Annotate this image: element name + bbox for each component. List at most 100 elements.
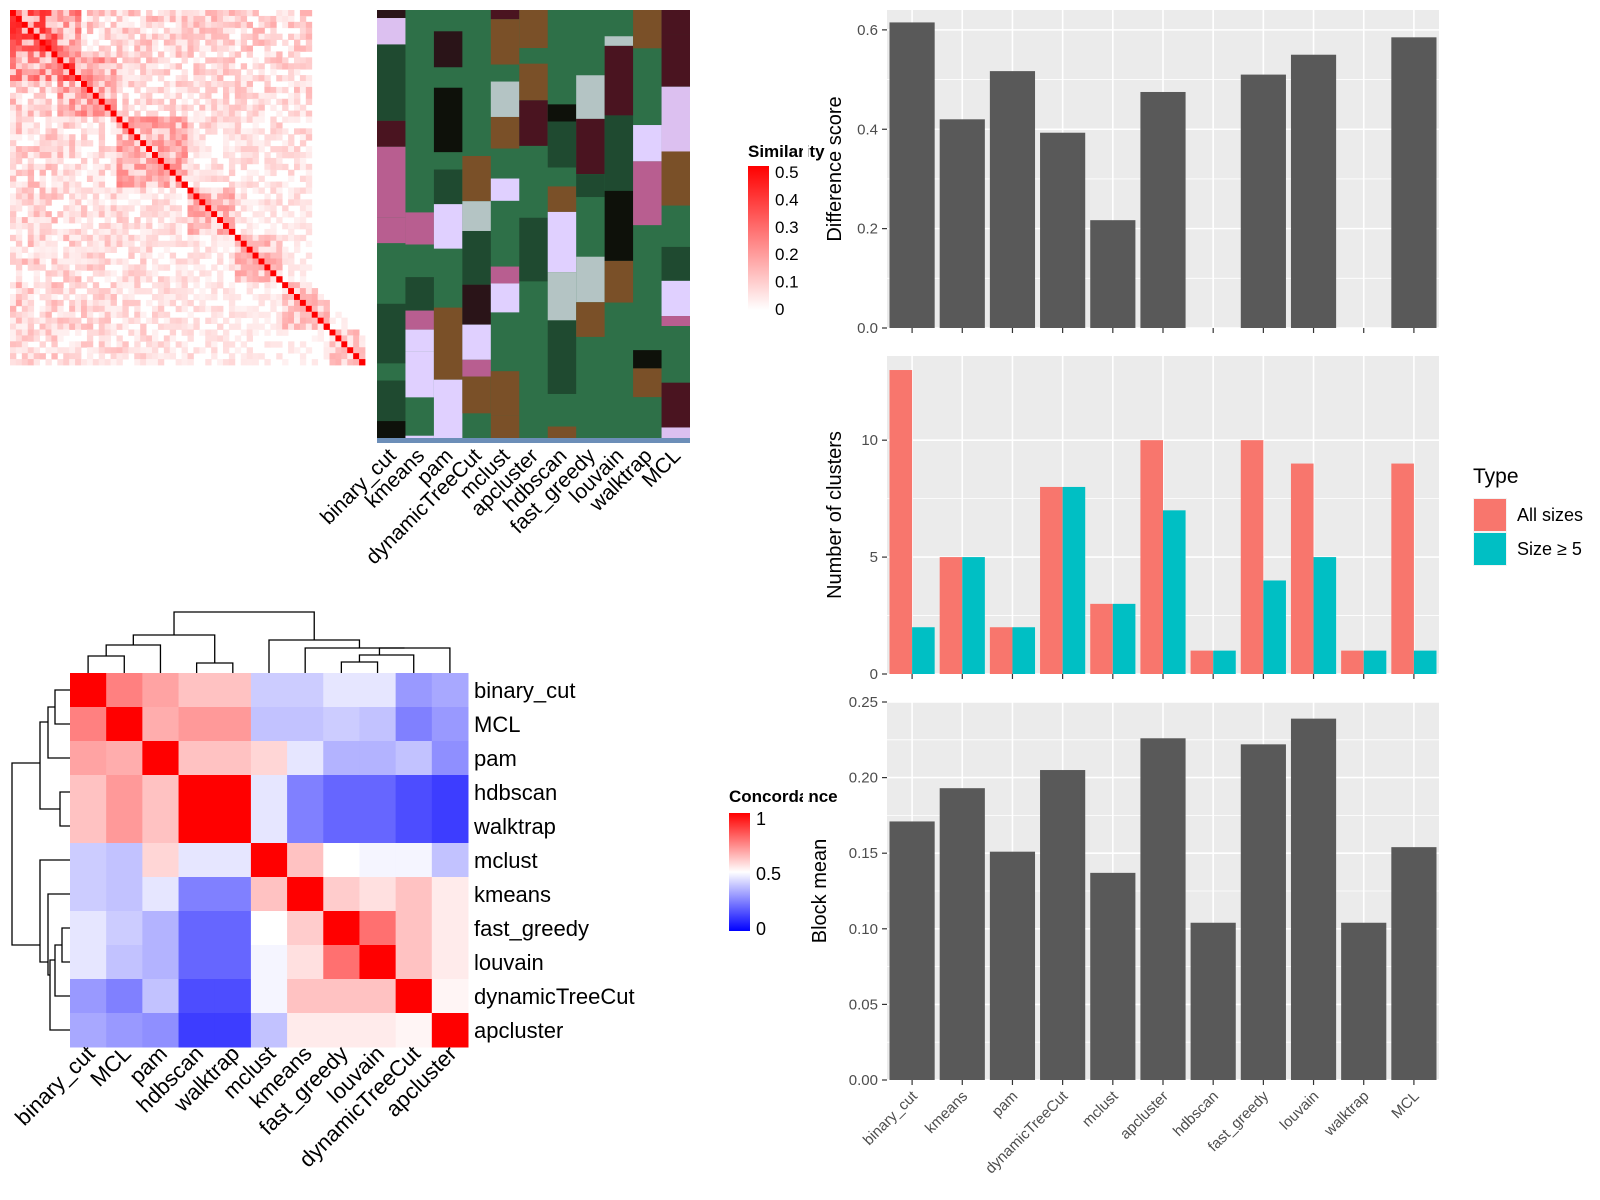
similarity-cell [122,294,129,301]
similarity-cell [10,33,17,40]
similarity-cell [81,187,88,194]
similarity-cell [228,323,236,330]
similarity-cell [39,246,46,253]
similarity-cell [163,205,171,212]
similarity-cell [258,252,265,259]
similarity-cell [116,359,123,366]
similarity-cell [205,252,212,259]
similarity-cell [252,211,259,218]
similarity-cell [193,181,200,188]
similarity-cell [146,317,153,324]
similarity-cell [15,169,23,177]
similarity-cell [128,347,135,354]
similarity-cell [146,246,153,253]
similarity-cell [193,33,200,40]
similarity-cell [45,75,52,82]
similarity-cell [92,193,100,200]
concordance-cell [431,945,469,980]
similarity-cell [276,317,283,324]
similarity-cell [75,104,82,111]
x-tick-label: hdbscan [1170,1088,1222,1140]
similarity-cell [163,294,171,301]
similarity-cell [193,205,200,212]
similarity-cell [294,187,301,194]
similarity-cell [104,163,111,171]
similarity-cell [45,359,52,366]
similarity-cell [240,104,248,111]
similarity-cell [92,116,100,123]
similarity-cell [223,45,230,52]
cluster-segment [519,63,548,101]
similarity-cell [10,299,17,307]
similarity-cell [63,264,70,271]
similarity-cell [234,69,242,76]
similarity-cell [294,217,301,224]
similarity-cell [181,10,188,17]
similarity-cell [276,276,283,283]
similarity-cell [134,217,141,224]
dendrogram-branch [61,927,70,963]
similarity-cell [45,152,52,159]
similarity-cell [128,264,135,271]
similarity-cell [240,75,248,82]
similarity-cell [169,258,177,265]
similarity-cell [86,341,94,348]
similarity-cell [146,57,153,64]
similarity-cell [264,270,271,277]
similarity-cell [69,51,76,58]
concordance-cell [142,741,180,776]
similarity-cell [116,288,123,295]
similarity-cell [128,169,135,177]
similarity-cell [122,51,129,58]
similarity-cell [187,288,194,295]
similarity-cell [98,169,106,177]
similarity-cell [104,240,111,248]
similarity-cell [21,128,29,135]
concordance-cell [142,911,180,946]
similarity-cell [294,163,301,171]
similarity-cell [98,311,106,319]
similarity-cell [217,81,224,88]
similarity-cell [86,175,94,182]
similarity-cell [146,347,153,354]
similarity-cell [63,270,70,277]
concordance-cell [395,877,433,912]
similarity-cell [110,282,117,289]
similarity-cell [299,104,307,111]
cluster-segment [490,81,520,117]
similarity-cell [317,335,324,342]
similarity-cell [299,223,307,230]
concordance-cell [250,911,288,946]
similarity-cell [140,347,147,354]
similarity-cell [157,294,165,301]
similarity-cell [199,104,206,111]
similarity-cell [45,270,52,277]
similarity-cell [193,217,200,224]
similarity-cell [264,234,271,242]
similarity-cell [246,252,253,259]
similarity-cell [152,353,159,360]
similarity-cell [240,181,248,188]
similarity-cell [252,282,259,289]
similarity-cell [140,276,147,283]
similarity-cell [146,33,153,40]
similarity-cell [205,116,212,123]
similarity-cell [128,57,135,64]
similarity-cell [45,211,52,218]
similarity-cell [217,311,224,319]
similarity-cell [211,10,218,17]
similarity-cell [181,288,188,295]
similarity-cell [205,146,212,153]
similarity-cell [10,69,17,76]
similarity-cell [270,27,277,35]
similarity-cell [163,199,171,206]
similarity-cell [252,234,259,242]
similarity-cell [234,146,242,153]
concordance-cell [287,911,324,946]
similarity-cell [10,27,17,35]
similarity-cell [181,45,188,52]
similarity-cell [205,217,212,224]
similarity-cell [163,223,171,230]
similarity-cell [193,187,200,194]
similarity-cell [276,110,283,117]
